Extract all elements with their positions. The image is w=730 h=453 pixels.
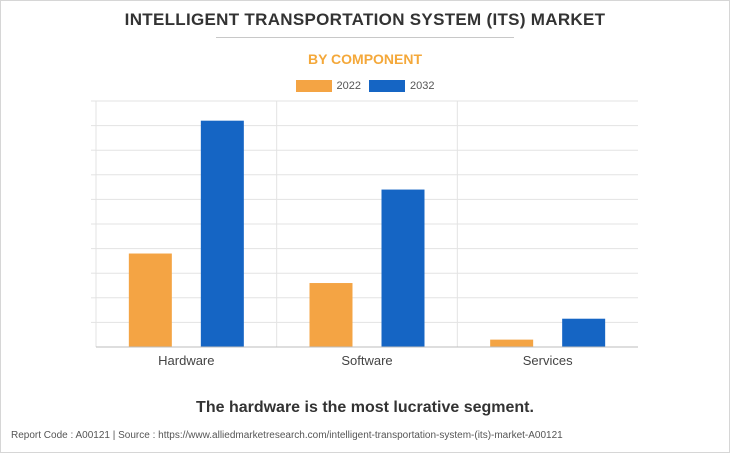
bar-software-2022 [309, 283, 353, 347]
bar-hardware-2022 [128, 253, 172, 347]
chart-legend: 2022 2032 [0, 80, 730, 92]
legend-swatch-2022 [295, 80, 332, 92]
x-tick-label: Hardware [158, 353, 214, 368]
x-tick-label: Services [523, 353, 573, 368]
source-footer: Report Code : A00121 | Source : https://… [11, 430, 563, 441]
bar-services-2022 [490, 339, 534, 347]
legend-label-2022: 2022 [336, 80, 361, 92]
x-tick-label: Software [341, 353, 392, 368]
chart-caption: The hardware is the most lucrative segme… [196, 399, 534, 416]
title-divider [216, 37, 514, 38]
bar-services-2032 [562, 318, 606, 347]
chart-subtitle: BY COMPONENT [307, 51, 423, 67]
chart-title: INTELLIGENT TRANSPORTATION SYSTEM (ITS) … [124, 10, 606, 29]
legend-item-2022[interactable]: 2022 [295, 80, 361, 92]
bar-hardware-2032 [200, 120, 244, 348]
legend-swatch-2032 [369, 80, 405, 92]
legend-label-2032: 2032 [410, 80, 435, 92]
bar-software-2032 [381, 189, 425, 347]
legend-item-2032[interactable]: 2032 [369, 80, 434, 92]
